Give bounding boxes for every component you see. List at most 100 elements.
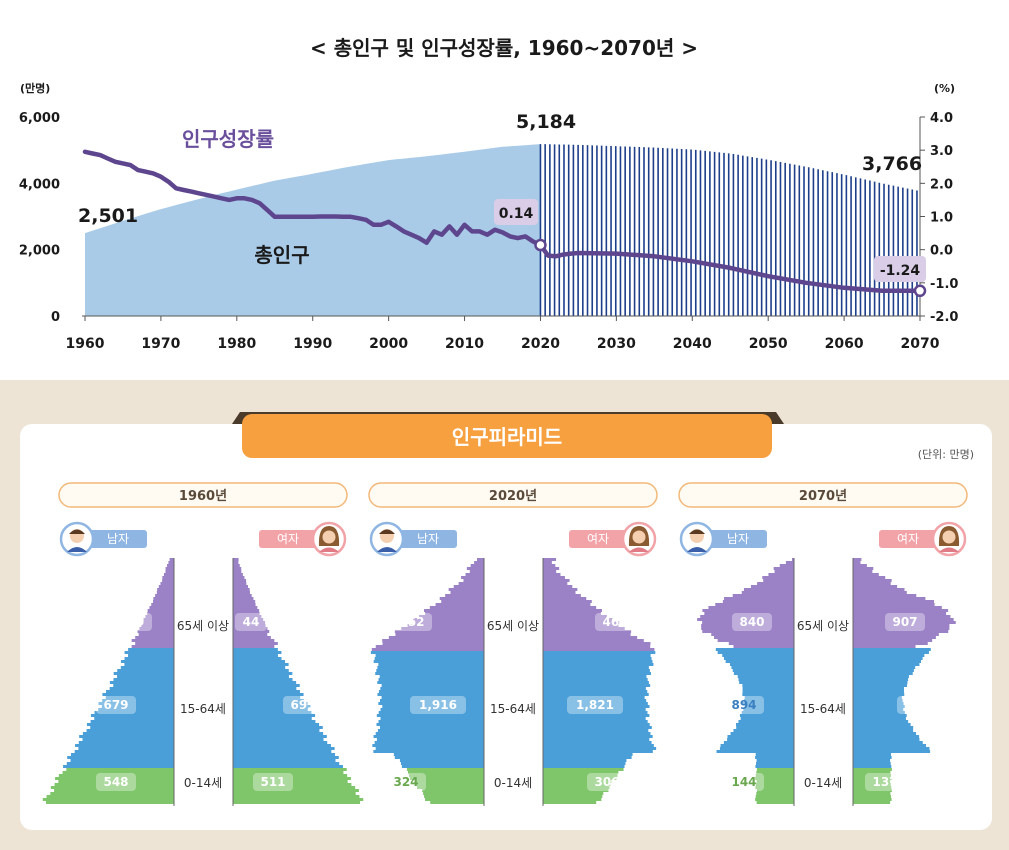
annotation-pop-2020: 5,184 [516,111,576,133]
pyramid-bar-female [853,567,874,570]
pyramid-bar-female [853,717,906,720]
female-value-badge [253,773,293,791]
pyramid-bar-male [79,735,174,738]
male-body-icon [377,547,397,552]
pyramid-bar-male [755,765,794,768]
male-value-label: 29 [128,615,145,629]
pyramid-bar-female [853,594,917,597]
pyramid-bar-male [458,582,484,585]
pyramid-bar-female [543,624,619,627]
pyramid-bar-male [779,564,794,567]
pyramid-bar-male [407,768,484,771]
pyramid-bar-female [233,684,300,687]
pyramid-bar-female [853,654,925,657]
pyramid-bar-female [233,801,360,804]
year-pill [368,482,658,508]
pyramid-bar-female [543,609,602,612]
pyramid-bar-female [543,759,627,762]
pyramid-bar-female [233,645,275,648]
pyramid-bar-female [543,765,625,768]
pyramid-bar-female [233,696,301,699]
pyramid-bar-female [853,747,930,750]
pyramid-bar-male [46,795,174,798]
male-body-icon [67,547,87,552]
female-value-label: 842 [904,698,929,712]
male-value-label: 679 [103,698,128,712]
pyramid-bar-female [543,774,618,777]
male-hair-icon [69,529,85,534]
pyramid-bar-female [543,576,565,579]
pyramid-bar-male [425,798,484,801]
pyramid-bar-male [373,660,484,663]
pyramid-bar-female [233,774,348,777]
pyramid-bar-female [853,633,939,636]
female-value-label: 511 [260,775,285,789]
pyramid-bar-female [853,726,914,729]
pyramid-bar-male [74,750,174,753]
pyramid-bar-female [853,561,861,564]
pyramid-bar-female [233,657,282,660]
pyramid-bar-male [419,615,484,618]
pyramid-bar-male [714,636,794,639]
pyramid-bar-male [742,693,794,696]
pyramid-bar-female [853,618,954,621]
pyramid-bar-female [853,609,949,612]
pyramid-bar-male [155,594,174,597]
age-group-label: 0-14세 [184,776,222,790]
pyramid-bar-female [543,723,650,726]
pyramid-bar-male [388,636,484,639]
pyramid-bar-female [853,741,923,744]
pyramid-bar-male [762,576,794,579]
pyramid-bar-male [158,585,174,588]
pyramid-bar-female [233,558,239,561]
pyramid-bar-male [697,618,794,621]
pyramid-bar-male [109,687,174,690]
pyramid-bar-male [152,600,174,603]
pyramid-bar-female [233,606,258,609]
pyramid-bar-male [702,621,794,624]
pyramid-bar-female [233,666,286,669]
pyramid-bar-female [233,669,289,672]
pyramid-bar-male [163,573,174,576]
pyramid-bar-female [543,753,633,756]
pyramid-bar-male [98,702,174,705]
male-value-label: 352 [399,615,424,629]
pyramid-bar-male [371,648,484,651]
pyramid-bar-male [90,714,174,717]
pyramid-bar-female [853,732,917,735]
pyramid-bar-female [543,780,612,783]
pyramid-bar-male [381,684,484,687]
pyramid-bar-male [377,681,484,684]
pyramid-bar-female [543,687,646,690]
pyramid-bar-male [167,564,174,567]
pyramid-bar-female [853,792,891,795]
pyramid-bar-male [733,672,794,675]
pyramid-bar-male [756,762,794,765]
population-area-layer [85,144,541,316]
pyramid-bar-female [233,792,356,795]
pyramid-bar-female [543,678,648,681]
pyramid-bar-female [543,738,650,741]
pyramid-bar-male [157,588,174,591]
pyramid-title-tab [242,414,772,458]
population-growth-chart: < 총인구 및 인구성장률, 1960~2070년 > (만명) (%) 196… [19,36,959,352]
female-label-box [259,530,317,548]
x-tick-label: 2010 [445,336,484,352]
pyramid-bar-female [853,690,905,693]
female-value-label: 463 [602,615,627,629]
pyramid-bar-male [131,645,174,648]
pyramid-bar-female [543,597,587,600]
pyramid-bar-male [742,690,794,693]
pyramid-bar-female [543,570,557,573]
pyramid-bar-male [731,666,794,669]
pyramid-bar-male [378,690,484,693]
pyramid-bar-female [543,657,652,660]
pyramid-bar-female [853,753,891,756]
y-right-tick-label: -1.0 [930,277,958,292]
pyramid-bar-female [853,720,909,723]
growth-rate-line-layer [82,149,927,298]
pyramid-bar-female [853,801,891,804]
y-right-tick-label: 1.0 [930,211,953,226]
pyramid-bar-female [543,615,607,618]
